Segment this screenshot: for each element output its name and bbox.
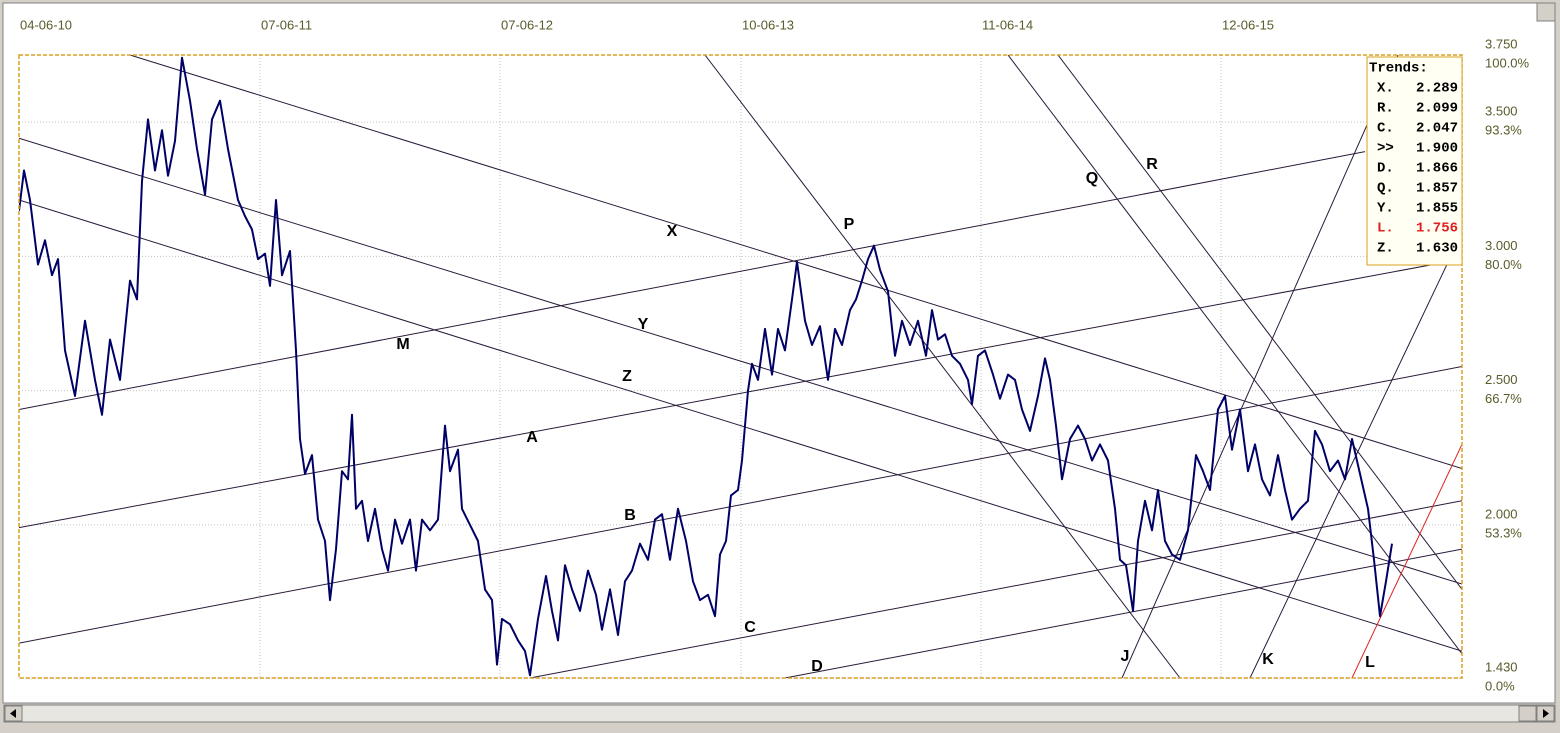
x-tick-label: 12-06-15 bbox=[1222, 17, 1274, 32]
trend-line bbox=[1121, 55, 1399, 678]
trend-value: 1.900 bbox=[1416, 141, 1458, 157]
trend-name: R. bbox=[1377, 101, 1394, 117]
trend-line-label: L bbox=[1365, 654, 1375, 671]
trends-box-background bbox=[1366, 56, 1463, 266]
trend-line bbox=[19, 199, 1462, 652]
trend-line-label: Y bbox=[638, 316, 649, 333]
chart-background bbox=[2, 2, 1556, 704]
trend-line-label: C bbox=[744, 619, 756, 636]
x-tick-label: 11-06-14 bbox=[982, 17, 1033, 32]
trend-line bbox=[19, 258, 1462, 529]
trend-line bbox=[1007, 55, 1462, 655]
axis-labels: 04-06-10 07-06-11 07-06-12 10-06-13 11-06-14… bbox=[20, 17, 1530, 693]
trend-line-label: P bbox=[844, 216, 855, 233]
trend-line bbox=[529, 500, 1462, 678]
price-series bbox=[19, 56, 1393, 677]
price-line bbox=[19, 56, 1393, 677]
trend-name: L. bbox=[1377, 221, 1394, 237]
trend-value: 1.630 bbox=[1416, 241, 1458, 257]
y-tick-percent: 0.0% bbox=[1485, 678, 1515, 693]
y-tick-label: 2.000 bbox=[1485, 506, 1518, 521]
trend-name: C. bbox=[1377, 121, 1394, 137]
trends-box: Trends: X. 2.289 R. 2.099 C. 2.047 >> 1.900 D. 1.8… bbox=[1366, 56, 1463, 266]
trend-line-label: A bbox=[526, 429, 538, 446]
trend-line bbox=[1249, 264, 1448, 678]
trend-line-label: K bbox=[1262, 651, 1274, 668]
trend-name: Z. bbox=[1377, 241, 1394, 257]
x-tick-label: 07-06-11 bbox=[261, 17, 312, 32]
y-tick-percent: 80.0% bbox=[1485, 257, 1522, 272]
trends-title: Trends: bbox=[1369, 61, 1428, 77]
trend-line bbox=[704, 55, 1181, 678]
trend-name: >> bbox=[1377, 141, 1394, 157]
trend-value: 2.289 bbox=[1416, 81, 1458, 97]
trend-line-label: M bbox=[396, 336, 409, 353]
trend-name: D. bbox=[1377, 161, 1394, 177]
trend-name: Q. bbox=[1377, 181, 1394, 197]
trend-value: 1.756 bbox=[1416, 221, 1458, 237]
y-tick-label: 3.000 bbox=[1485, 238, 1518, 253]
trend-value: 2.047 bbox=[1416, 121, 1458, 137]
x-tick-label: 04-06-10 bbox=[20, 17, 72, 32]
y-tick-label: 3.750 bbox=[1485, 36, 1518, 51]
trend-line bbox=[19, 151, 1366, 410]
trend-line-label: X bbox=[667, 223, 678, 240]
trend-name: X. bbox=[1377, 81, 1394, 97]
trend-value: 1.866 bbox=[1416, 161, 1458, 177]
scroll-thumb[interactable] bbox=[1518, 705, 1537, 722]
y-tick-label: 1.430 bbox=[1485, 659, 1518, 674]
y-tick-percent: 66.7% bbox=[1485, 391, 1522, 406]
trend-value: 1.857 bbox=[1416, 181, 1458, 197]
trend-line-label: D bbox=[811, 658, 823, 675]
trend-line bbox=[784, 548, 1462, 678]
trend-line-label: J bbox=[1121, 648, 1130, 665]
x-tick-label: 07-06-12 bbox=[501, 17, 553, 32]
arrow-right-icon bbox=[1543, 709, 1549, 718]
trend-name: Y. bbox=[1377, 201, 1394, 217]
trend-line-label: B bbox=[624, 507, 636, 524]
trend-line-label: Z bbox=[622, 368, 632, 385]
y-tick-percent: 100.0% bbox=[1485, 55, 1530, 70]
trend-line bbox=[19, 366, 1462, 644]
trend-line bbox=[19, 137, 1462, 585]
x-tick-label: 10-06-13 bbox=[742, 17, 794, 32]
plot-frame bbox=[18, 54, 1463, 679]
trend-value: 2.099 bbox=[1416, 101, 1458, 117]
trend-line bbox=[1057, 55, 1462, 590]
trend-line-label: Q bbox=[1086, 170, 1098, 187]
y-tick-percent: 93.3% bbox=[1485, 123, 1522, 138]
y-tick-percent: 53.3% bbox=[1485, 525, 1522, 540]
y-tick-label: 3.500 bbox=[1485, 104, 1518, 119]
corner-box bbox=[1536, 2, 1556, 22]
trend-line-label: R bbox=[1146, 156, 1158, 173]
arrow-left-icon bbox=[10, 709, 16, 718]
y-tick-label: 2.500 bbox=[1485, 372, 1518, 387]
trend-value: 1.855 bbox=[1416, 201, 1458, 217]
trend-line bbox=[1351, 444, 1462, 678]
horizontal-scrollbar[interactable] bbox=[3, 704, 1556, 723]
